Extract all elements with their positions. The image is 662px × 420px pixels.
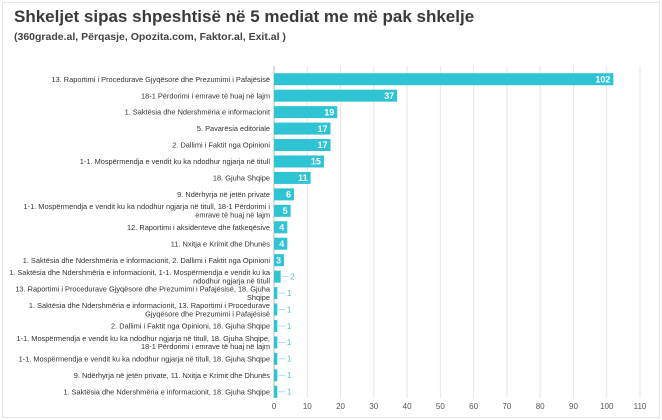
x-tick-label: 20 [336, 402, 345, 411]
x-tick-label: 50 [436, 402, 445, 411]
data-label: 6 [286, 190, 291, 200]
category-label: 18. Gjuha Shqipe [213, 174, 270, 183]
data-label: 4 [279, 239, 284, 249]
category-label: 1. Saktësia dhe Ndershmëria e informacio… [29, 301, 270, 318]
data-label: 1 [287, 388, 292, 397]
data-label: 11 [298, 173, 308, 183]
x-tick-label: 110 [634, 402, 647, 411]
x-tick-label: 70 [502, 402, 511, 411]
x-tick-label: 0 [272, 402, 277, 411]
category-label: 12. Raportimi i aksidenteve dhe fatkeqës… [127, 223, 270, 232]
bar [274, 188, 294, 201]
data-label: 1 [287, 322, 292, 331]
category-label: 13. Raportimi i Procedurave Gjyqësore dh… [51, 75, 270, 84]
chart-subtitle: (360grade.al, Përqasje, Opozita.com, Fak… [14, 31, 286, 43]
category-label: 1. Saktësia dhe Ndershmëria e informacio… [23, 256, 271, 265]
category-label: 1-1. Mospërmendja e vendit ku ka ndodhur… [80, 157, 271, 166]
x-tick-label: 10 [303, 402, 312, 411]
category-label: 9. Ndërhyrja në jetën private, 11. Nxitj… [74, 371, 271, 380]
category-label: 2. Dallimi i Faktit nga Opinioni, 18. Gj… [111, 322, 270, 331]
bar [274, 352, 278, 365]
data-label: 15 [311, 157, 321, 167]
category-label: 1. Saktësia dhe Ndershmëria e informacio… [125, 108, 270, 117]
bar [274, 89, 398, 102]
bar [274, 336, 278, 349]
data-label: 5 [283, 206, 288, 216]
category-label: 9. Ndërhyrja në jetën private [177, 190, 270, 199]
category-label: 11. Nxitja e Krimit dhe Dhunës [171, 239, 271, 248]
bar [274, 303, 278, 316]
data-label: 1 [287, 289, 292, 298]
bar [274, 369, 278, 382]
data-label: 37 [384, 91, 394, 101]
bar [274, 122, 331, 135]
bar [274, 204, 291, 217]
x-tick-label: 30 [369, 402, 378, 411]
x-tick-label: 60 [469, 402, 478, 411]
chart-title: Shkeljet sipas shpeshtisë në 5 mediat me… [14, 7, 475, 26]
category-label: 1-1. Mospërmendja e vendit ku ka ndodhur… [24, 202, 271, 219]
data-label: 1 [287, 305, 292, 314]
bar [274, 171, 311, 184]
x-tick-label: 90 [569, 402, 578, 411]
category-label: 2. Dallimi i Faktit nga Opinioni [172, 141, 270, 150]
data-label: 4 [279, 222, 284, 232]
data-label: 1 [287, 355, 292, 364]
category-label: 1-1. Mospërmendja e vendit ku ka ndodhur… [17, 334, 271, 351]
data-label: 1 [287, 338, 292, 347]
bar [274, 221, 288, 234]
category-label: 18-1 Përdorimi i emrave të huaj në lajm [141, 91, 270, 100]
category-label: 1-1. Mospërmendja e vendit ku ka ndodhur… [19, 354, 270, 363]
data-label: 19 [324, 107, 334, 117]
bar [274, 106, 338, 119]
category-label: 13. Raportimi i Procedurave Gjyqësore dh… [15, 284, 271, 301]
data-label: 2 [290, 272, 295, 281]
bar [274, 319, 278, 332]
x-tick-label: 100 [600, 402, 614, 411]
bar [274, 254, 284, 267]
category-label: 1. Saktësia dhe Ndershmëria e informacio… [63, 387, 270, 396]
category-label: 1. Saktësia dhe Ndershmëria e informacio… [9, 268, 271, 285]
bar [274, 73, 614, 86]
x-tick-label: 80 [536, 402, 545, 411]
data-label: 17 [318, 124, 328, 134]
data-label: 102 [595, 74, 610, 84]
category-label: 5. Pavarësia editoriale [197, 124, 270, 133]
data-label: 17 [318, 140, 328, 150]
bar [274, 270, 281, 283]
bar [274, 287, 278, 300]
data-label: 1 [287, 371, 292, 380]
data-label: 3 [276, 255, 281, 265]
bar [274, 139, 331, 152]
bar [274, 155, 324, 168]
x-tick-label: 40 [403, 402, 412, 411]
bar [274, 237, 288, 250]
bar [274, 385, 278, 398]
